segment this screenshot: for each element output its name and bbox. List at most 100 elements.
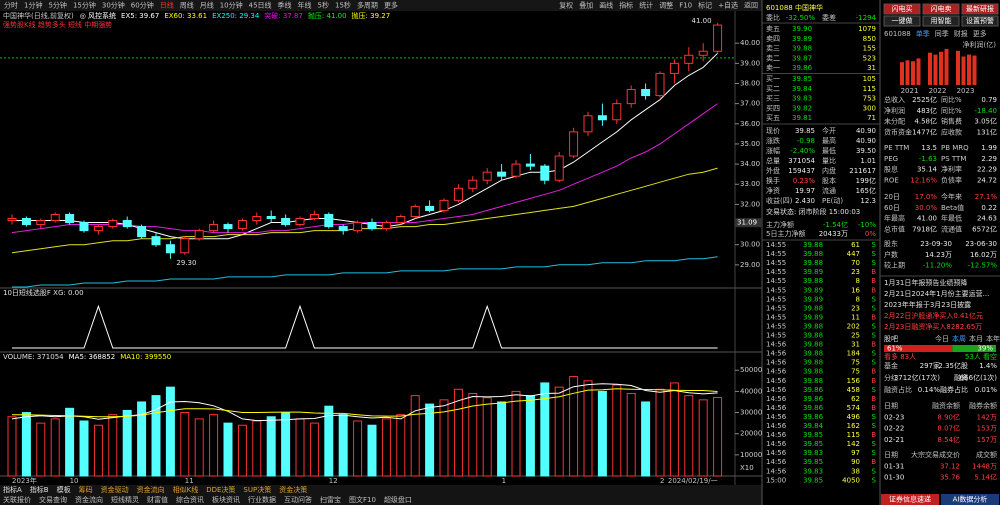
label: S: [872, 241, 877, 249]
label: S: [872, 332, 877, 340]
bottom-tab[interactable]: 板块资讯: [212, 495, 240, 504]
label: 日期: [884, 451, 898, 459]
label: 131亿: [977, 127, 997, 136]
toolbar-button[interactable]: 复权: [559, 1, 573, 10]
bottom-tab[interactable]: 资金决策: [279, 485, 307, 494]
candle-body: [540, 165, 550, 181]
label: 574: [847, 404, 861, 412]
y-tick-label: 32.00: [740, 200, 760, 208]
action-button[interactable]: [922, 15, 960, 27]
toolbar-button[interactable]: +自选: [718, 1, 738, 10]
action-button[interactable]: [961, 3, 999, 15]
action-button[interactable]: [883, 15, 921, 27]
label: 14:55: [766, 322, 786, 330]
toolbar-tab[interactable]: 45日线: [249, 1, 272, 10]
news-item[interactable]: 2月23日融资净买入8282.65万: [884, 322, 982, 331]
news-item[interactable]: 2023年年报于3月23日披露: [884, 300, 971, 309]
x-tick-label: 10: [70, 477, 79, 485]
bottom-tab[interactable]: 图文F10: [349, 495, 376, 504]
bottom-tab[interactable]: SUP决策: [243, 485, 271, 494]
candle-body: [324, 213, 334, 228]
toolbar-tab[interactable]: 日线: [160, 1, 174, 10]
toolbar-button[interactable]: 标记: [698, 1, 712, 10]
y-tick-label: 33.00: [740, 180, 760, 188]
bottom-tab[interactable]: 综合资讯: [176, 495, 204, 504]
tab[interactable]: 今日: [935, 334, 949, 343]
tab[interactable]: 本月: [969, 334, 983, 343]
bottom-tab[interactable]: 行业数据: [248, 495, 276, 504]
toolbar-tab[interactable]: 周线: [180, 1, 194, 10]
toolbar-tab[interactable]: 15秒: [335, 1, 351, 10]
bottom-tab[interactable]: DDE决策: [206, 485, 235, 494]
bottom-tab[interactable]: 交易查询: [39, 495, 67, 504]
mini-bar: [944, 48, 949, 85]
toolbar-tab[interactable]: 1分钟: [24, 1, 42, 10]
toolbar-button[interactable]: 叠加: [579, 1, 593, 10]
candle-body: [684, 54, 694, 64]
news-item[interactable]: 2月21日2024年1月份主要运营...: [884, 289, 989, 298]
action-button[interactable]: [922, 3, 960, 15]
bottom-tab[interactable]: 扫雷宝: [320, 495, 341, 504]
toolbar-tab[interactable]: 年线: [298, 1, 312, 10]
bottom-tab[interactable]: 指标A: [3, 485, 22, 494]
bottom-tab[interactable]: 财富值: [147, 495, 168, 504]
candle-body: [482, 171, 492, 181]
y-tick-label: 30000: [740, 409, 762, 417]
bottom-tab[interactable]: 资金流向: [137, 485, 165, 494]
bottom-tab[interactable]: 互动问答: [284, 495, 312, 504]
bottom-tab[interactable]: 关联报价: [3, 495, 31, 504]
toolbar-button[interactable]: 统计: [639, 1, 653, 10]
candle-body: [381, 222, 391, 230]
tab[interactable]: 本年: [986, 334, 1000, 343]
volume-bar: [669, 382, 679, 477]
candle-body: [554, 155, 564, 181]
label: 股吧: [884, 335, 898, 343]
toolbar-button[interactable]: 调整: [659, 1, 673, 10]
volume-bar: [36, 422, 46, 477]
toolbar-tab[interactable]: 更多: [384, 1, 398, 10]
toolbar-button[interactable]: 指标: [619, 1, 633, 10]
volume-bar: [597, 390, 607, 477]
toolbar-tab[interactable]: 30分钟: [102, 1, 125, 10]
label: 39.85: [803, 431, 823, 439]
label: 601088: [884, 30, 911, 38]
bottom-tab[interactable]: 短线精灵: [111, 495, 139, 504]
footer-label: 证券信息速递: [889, 495, 931, 504]
toolbar-tab[interactable]: 60分钟: [131, 1, 154, 10]
label: 37.12: [940, 462, 960, 470]
bottom-tab[interactable]: 资金流向: [75, 495, 103, 504]
toolbar-tab[interactable]: 10分钟: [220, 1, 243, 10]
toolbar-tab[interactable]: 15分钟: [73, 1, 96, 10]
label: PE TTM: [884, 144, 909, 152]
tab[interactable]: 本周: [952, 334, 966, 343]
toolbar-tab[interactable]: 5秒: [318, 1, 329, 10]
footer-button[interactable]: [881, 494, 939, 505]
bottom-tab[interactable]: 资金驱动: [101, 485, 129, 494]
label: 39.88: [803, 250, 823, 258]
toolbar-button[interactable]: 画线: [599, 1, 613, 10]
label: 90: [851, 458, 860, 466]
bottom-tab[interactable]: 模板: [57, 485, 71, 494]
bottom-tab[interactable]: 相似K线: [173, 485, 199, 494]
news-item[interactable]: 1月31日年报预告业绩预降: [884, 278, 967, 287]
news-item[interactable]: 2月22日沪股通净买入0.41亿元: [884, 311, 983, 320]
toolbar-button[interactable]: 返回: [744, 2, 758, 10]
label: 39.83: [803, 449, 823, 457]
action-button[interactable]: [883, 3, 921, 15]
toolbar-button[interactable]: F10: [679, 2, 692, 10]
toolbar-tab[interactable]: 5分钟: [48, 1, 66, 10]
legend-item: ◎ 风控系统: [80, 11, 116, 20]
candle-body: [223, 224, 233, 230]
toolbar-tab[interactable]: 分时: [4, 1, 18, 10]
footer-button[interactable]: [941, 494, 999, 505]
toolbar-tab[interactable]: 季线: [278, 1, 292, 10]
bottom-tab[interactable]: 超级盘口: [384, 495, 412, 504]
volume-bar: [194, 418, 204, 477]
label: 39.88: [792, 45, 812, 53]
label: 12.16%: [910, 176, 937, 184]
toolbar-tab[interactable]: 多周期: [357, 1, 378, 10]
bottom-tab[interactable]: 筹码: [79, 485, 93, 494]
toolbar-tab[interactable]: 月线: [200, 1, 214, 10]
action-button[interactable]: [961, 15, 999, 27]
bottom-tab[interactable]: 指标B: [30, 485, 49, 494]
